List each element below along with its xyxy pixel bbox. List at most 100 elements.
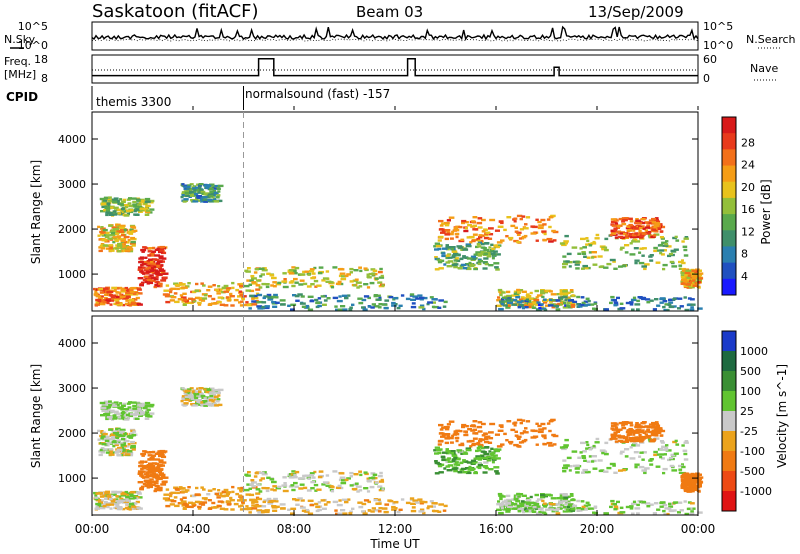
power-cell (305, 304, 310, 308)
power-cell (520, 305, 524, 308)
velocity-cell (123, 449, 130, 452)
power-cell (290, 303, 297, 306)
velocity-cell (337, 484, 342, 488)
velocity-cell (299, 483, 305, 486)
velocity-cell (249, 493, 255, 497)
power-cell (145, 199, 150, 202)
power-cell (675, 239, 680, 242)
power-cell (668, 252, 673, 256)
power-cell (662, 267, 666, 271)
velocity-cell (444, 428, 450, 431)
power-cell (616, 296, 620, 300)
velocity-cell (307, 512, 314, 515)
power-cell (683, 254, 689, 257)
velocity-cell (117, 440, 121, 443)
velocity-cell (314, 502, 319, 506)
power-cell (471, 239, 476, 243)
power-cell (579, 303, 585, 307)
velocity-cell (484, 446, 490, 449)
power-cell (287, 270, 293, 274)
power-cell (466, 236, 472, 239)
power-cell (466, 257, 473, 260)
power-cell (588, 303, 595, 306)
power-cell (669, 260, 675, 264)
power-cell (339, 268, 345, 271)
velocity-cell (663, 512, 668, 516)
power-cell (299, 273, 306, 276)
power-cell (640, 218, 646, 221)
power-cell (541, 295, 545, 299)
power-cell (519, 228, 524, 231)
velocity-cell (692, 488, 698, 491)
power-cell (107, 204, 111, 207)
power-cell (151, 262, 156, 265)
velocity-cell (641, 458, 645, 461)
power-cell (520, 300, 524, 303)
velocity-cell (632, 500, 637, 503)
power-cell (239, 293, 243, 297)
power-cell (521, 306, 525, 310)
power-cell (613, 267, 618, 270)
velocity-cell (583, 508, 588, 511)
power-cell (102, 227, 106, 230)
velocity-cell (497, 492, 503, 496)
power-cell (641, 296, 647, 300)
power-cell (653, 246, 658, 250)
velocity-cell (446, 435, 451, 439)
velocity-cell (494, 449, 500, 453)
velocity-cell (225, 491, 232, 494)
frequency-line (92, 58, 698, 77)
power-cell (585, 297, 590, 300)
power-cell (115, 295, 120, 299)
velocity-cell (669, 502, 676, 505)
power-cell (535, 308, 541, 311)
velocity-colorbar-tick: -1000 (740, 485, 772, 498)
velocity-cell (585, 441, 589, 444)
velocity-cell (239, 490, 243, 493)
velocity-cell (625, 438, 629, 441)
power-cell (249, 279, 254, 282)
power-cell (123, 203, 129, 207)
velocity-cell (149, 412, 155, 415)
velocity-cell (564, 503, 568, 506)
power-cell (373, 294, 378, 298)
power-cell (335, 308, 340, 311)
power-cell (137, 303, 143, 306)
velocity-cell (195, 402, 199, 405)
power-cell (336, 299, 343, 303)
power-cell (601, 246, 608, 249)
velocity-colorbar-swatch (722, 471, 736, 492)
power-cell (669, 298, 676, 301)
power-cell (223, 304, 229, 307)
velocity-cell (579, 507, 585, 511)
velocity-cell (595, 437, 600, 441)
power-cell (282, 272, 287, 275)
velocity-cell (685, 475, 691, 478)
power-cell (632, 296, 637, 299)
power-cell (442, 247, 448, 250)
power-panel-frame (91, 111, 699, 312)
power-cell (151, 250, 156, 253)
velocity-cell (453, 433, 460, 436)
noise-left-tick-high: 10^5 (18, 20, 48, 33)
velocity-cell (273, 497, 278, 501)
velocity-cell (565, 464, 570, 467)
velocity-cell (549, 502, 553, 505)
power-cell (109, 299, 114, 302)
velocity-cell (482, 451, 487, 454)
velocity-cell (145, 413, 150, 416)
velocity-cell (240, 504, 244, 507)
velocity-cell (196, 399, 203, 402)
velocity-cell (347, 498, 351, 501)
power-cell (583, 266, 589, 270)
velocity-cell (474, 442, 478, 446)
power-cell (120, 238, 124, 241)
power-cell (559, 289, 563, 292)
velocity-cell (435, 449, 442, 452)
velocity-cell (159, 473, 166, 477)
power-cell (94, 303, 100, 306)
velocity-cell (443, 425, 450, 429)
power-cell (363, 295, 370, 298)
power-colorbar-swatch (722, 197, 736, 215)
power-cell (202, 284, 206, 287)
